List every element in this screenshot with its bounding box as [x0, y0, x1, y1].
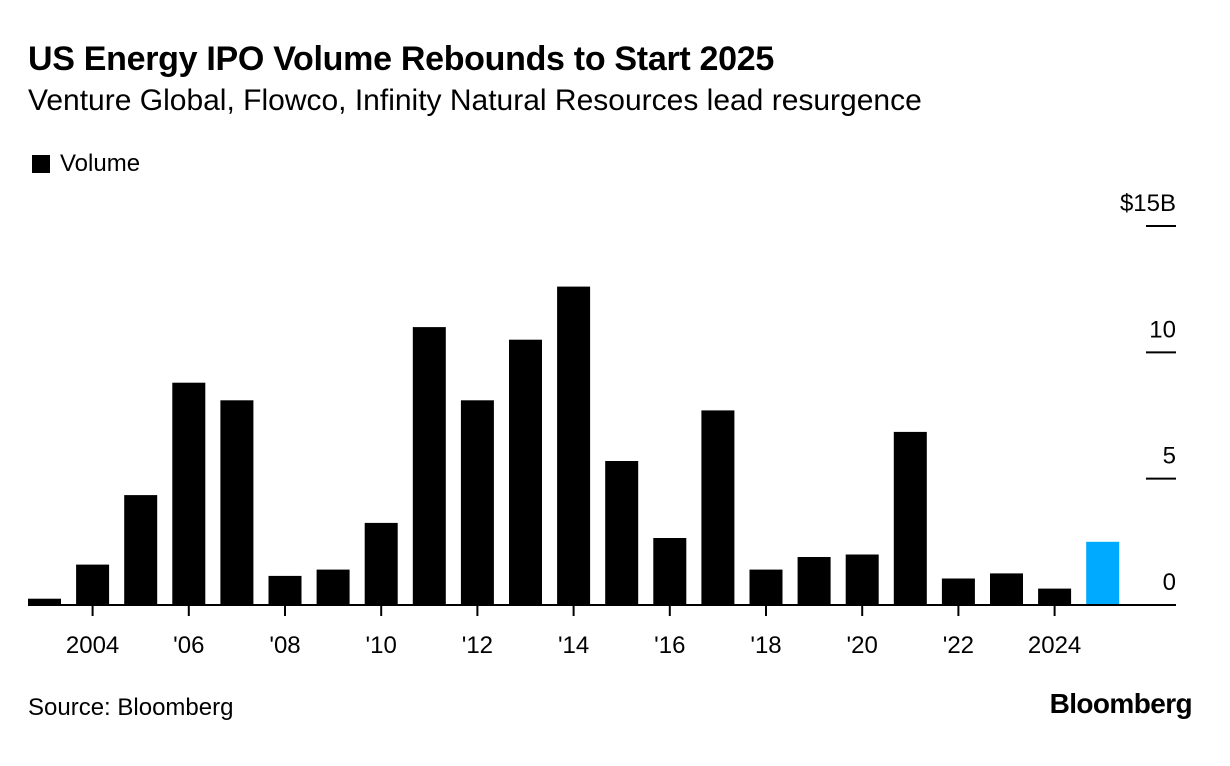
bar-2008	[268, 575, 302, 605]
bar-2016	[653, 538, 687, 605]
x-tick-label-2006: '06	[173, 632, 204, 659]
x-tick-label-2024: 2024	[1028, 632, 1081, 659]
y-tick-label-5: 5	[1163, 443, 1176, 470]
bar-2003	[28, 598, 61, 605]
legend-swatch-volume	[32, 155, 50, 173]
bar-2019	[797, 557, 831, 605]
bar-2004	[76, 564, 110, 605]
x-tick-label-2014: '14	[558, 632, 589, 659]
x-tick-label-2012: '12	[462, 632, 493, 659]
x-tick-label-2008: '08	[269, 632, 300, 659]
bar-2006	[172, 382, 206, 605]
bar-2017	[701, 410, 735, 605]
bar-2022	[941, 578, 975, 605]
chart-subtitle: Venture Global, Flowco, Infinity Natural…	[28, 84, 922, 117]
y-tick-label-10: 10	[1149, 316, 1176, 343]
bar-2021	[893, 431, 927, 605]
bar-2013	[509, 339, 542, 605]
source-note: Source: Bloomberg	[28, 694, 234, 721]
bar-2015	[605, 461, 639, 605]
x-tick-label-2020: '20	[847, 632, 878, 659]
legend-label-volume: Volume	[60, 150, 141, 177]
x-tick-label-2016: '16	[654, 632, 685, 659]
bar-2023	[990, 573, 1023, 605]
bar-2010	[364, 522, 398, 605]
bloomberg-logo: Bloomberg	[1049, 688, 1193, 719]
y-tick-label-0: 0	[1163, 569, 1176, 596]
bar-2009	[316, 569, 350, 605]
bar-2011	[412, 327, 446, 605]
bar-2020	[845, 554, 879, 605]
x-tick-label-2022: '22	[943, 632, 974, 659]
x-tick-label-2018: '18	[750, 632, 781, 659]
bar-2012	[460, 400, 494, 605]
y-axis: 0 5 10 $15B	[1120, 190, 1176, 596]
x-axis: 2004 '06 '08 '10 '12 '14 '16 '18 '20 '22 2024	[28, 604, 1176, 659]
y-tick-label-15: $15B	[1120, 190, 1176, 217]
bar-2018	[749, 569, 783, 605]
legend: Volume	[32, 150, 140, 178]
bars-group	[28, 286, 1120, 605]
chart-title: US Energy IPO Volume Rebounds to Start 2…	[28, 40, 774, 78]
bar-2025	[1086, 541, 1120, 605]
bar-2007	[220, 400, 254, 605]
bar-2024	[1038, 588, 1072, 605]
bar-2005	[124, 495, 158, 605]
x-tick-label-2004: 2004	[66, 632, 119, 659]
bar-2014	[557, 286, 591, 605]
x-tick-label-2010: '10	[366, 632, 397, 659]
